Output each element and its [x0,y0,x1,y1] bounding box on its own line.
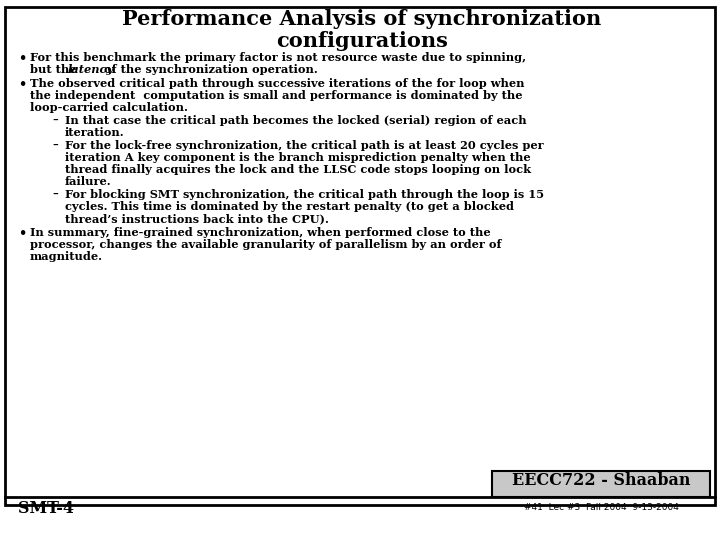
Text: cycles. This time is dominated by the restart penalty (to get a blocked: cycles. This time is dominated by the re… [65,201,514,212]
Text: –: – [52,115,58,126]
Text: processor, changes the available granularity of parallelism by an order of: processor, changes the available granula… [30,239,502,250]
Text: Performance Analysis of synchronization: Performance Analysis of synchronization [122,9,602,29]
Text: The observed critical path through successive iterations of the for loop when: The observed critical path through succe… [30,78,524,89]
Text: SMT-4: SMT-4 [18,500,74,517]
Text: magnitude.: magnitude. [30,251,103,262]
Text: configurations: configurations [276,31,448,51]
Text: #41  Lec #3  Fall 2004  9-13-2004: #41 Lec #3 Fall 2004 9-13-2004 [523,503,678,512]
Text: •: • [18,78,26,91]
Text: of the synchronization operation.: of the synchronization operation. [100,64,318,75]
Text: For blocking SMT synchronization, the critical path through the loop is 15: For blocking SMT synchronization, the cr… [65,189,544,200]
Text: latency: latency [67,64,113,75]
Text: loop-carried calculation.: loop-carried calculation. [30,102,188,113]
Text: but the: but the [30,64,81,75]
Text: For the lock-free synchronization, the critical path is at least 20 cycles per: For the lock-free synchronization, the c… [65,140,544,151]
Text: thread’s instructions back into the CPU).: thread’s instructions back into the CPU)… [65,213,329,224]
Text: –: – [52,189,58,200]
Bar [492,471,710,497]
Text: In that case the critical path becomes the locked (serial) region of each: In that case the critical path becomes t… [65,115,526,126]
Text: In summary, fine-grained synchronization, when performed close to the: In summary, fine-grained synchronization… [30,227,490,238]
Text: iteration.: iteration. [65,127,125,138]
Text: iteration A key component is the branch misprediction penalty when the: iteration A key component is the branch … [65,152,531,163]
Text: For this benchmark the primary factor is not resource waste due to spinning,: For this benchmark the primary factor is… [30,52,526,63]
Text: •: • [18,227,26,240]
Text: EECC722 - Shaaban: EECC722 - Shaaban [512,472,690,489]
Text: –: – [52,140,58,151]
Text: •: • [18,52,26,65]
Text: failure.: failure. [65,176,112,187]
Text: thread finally acquires the lock and the LLSC code stops looping on lock: thread finally acquires the lock and the… [65,164,531,175]
Text: the independent  computation is small and performance is dominated by the: the independent computation is small and… [30,90,523,101]
